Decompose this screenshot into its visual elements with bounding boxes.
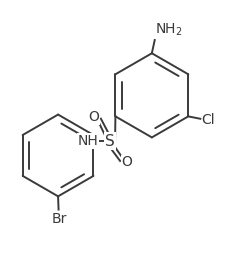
Text: Cl: Cl xyxy=(201,113,215,127)
Text: S: S xyxy=(105,134,115,149)
Text: NH: NH xyxy=(78,134,98,148)
Text: NH$_2$: NH$_2$ xyxy=(155,21,183,38)
Text: O: O xyxy=(89,110,100,124)
Text: Br: Br xyxy=(52,212,67,226)
Text: O: O xyxy=(122,155,132,170)
